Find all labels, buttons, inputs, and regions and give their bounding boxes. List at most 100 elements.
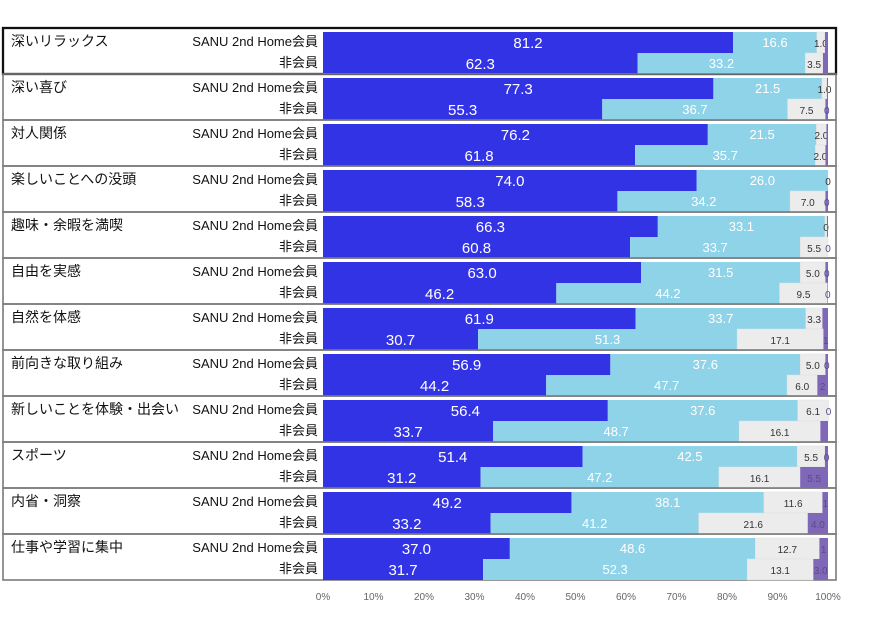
bar-segment — [635, 308, 806, 329]
bar-segment — [323, 559, 484, 580]
bar-segment — [635, 145, 816, 166]
bar-segment — [822, 53, 828, 74]
bar-segment — [323, 354, 611, 375]
data-label: 5.5 — [807, 474, 821, 485]
bar-segment — [323, 32, 734, 53]
data-label: 2.0 — [813, 152, 827, 163]
bar-segment — [820, 421, 828, 442]
bar-segment — [825, 191, 828, 212]
row-label: SANU 2nd Home会員 — [192, 172, 318, 187]
x-tick-label: 90% — [767, 592, 787, 603]
data-label: 31.7 — [388, 562, 417, 579]
data-label: 1 — [822, 499, 828, 510]
data-label: 42.5 — [677, 449, 702, 464]
data-label: 34.2 — [691, 194, 716, 209]
data-label: 31.5 — [708, 265, 733, 280]
row-label: 非会員 — [279, 377, 318, 392]
bar-segment — [480, 467, 719, 488]
bar-segment — [825, 354, 828, 375]
bar-segment — [323, 421, 494, 442]
category-label: 深い喜び — [11, 79, 67, 95]
bar-segment — [823, 329, 828, 350]
row-label: 非会員 — [279, 423, 318, 438]
row-label: 非会員 — [279, 193, 318, 208]
bar-segment — [824, 32, 828, 53]
bar-segment — [323, 513, 491, 534]
data-label: 16.6 — [762, 35, 787, 50]
data-label: 1 — [821, 545, 827, 556]
bar-segment — [733, 32, 817, 53]
bar-segment — [323, 446, 583, 467]
bar-segment — [571, 492, 764, 513]
bar-segment — [323, 124, 708, 145]
row-label: 非会員 — [279, 561, 318, 576]
bar-segment — [323, 216, 658, 237]
row-label: SANU 2nd Home会員 — [192, 448, 318, 463]
bar-segment — [826, 216, 828, 237]
bar-segment — [323, 329, 479, 350]
bar-segment — [826, 78, 828, 99]
bar-segment — [826, 124, 828, 145]
data-label: 61.8 — [464, 148, 493, 165]
data-label: 26.0 — [750, 173, 775, 188]
bar-segment — [323, 283, 557, 304]
bar-segment — [323, 262, 642, 283]
bar-segment — [610, 354, 801, 375]
data-label: 51.4 — [438, 449, 467, 466]
bar-segment — [509, 538, 756, 559]
bar-segment — [323, 145, 636, 166]
data-label: 49.2 — [433, 495, 462, 512]
bar-segment — [323, 375, 547, 396]
bar-segment — [323, 538, 510, 559]
bar-segment — [323, 78, 714, 99]
data-label: 0 — [826, 407, 832, 418]
data-label: 35.7 — [713, 148, 738, 163]
data-label: 13.1 — [771, 566, 791, 577]
row-label: 非会員 — [279, 147, 318, 162]
data-label: 21.6 — [744, 520, 764, 531]
bar-segment — [602, 99, 788, 120]
data-label: 7.0 — [801, 198, 815, 209]
data-label: 33.1 — [729, 219, 754, 234]
x-tick-label: 30% — [464, 592, 484, 603]
data-label: 52.3 — [602, 562, 627, 577]
bar-segment — [657, 216, 825, 237]
row-label: SANU 2nd Home会員 — [192, 126, 318, 141]
bar-segment — [323, 170, 697, 191]
x-tick-label: 100% — [815, 592, 841, 603]
row-label: SANU 2nd Home会員 — [192, 494, 318, 509]
data-label: 58.3 — [456, 194, 485, 211]
data-label: 3.5 — [807, 60, 821, 71]
category-label: 楽しいことへの没頭 — [11, 171, 136, 187]
data-label: 41.2 — [582, 516, 607, 531]
data-label: 51.3 — [595, 332, 620, 347]
category-label: 深いリラックス — [11, 33, 109, 49]
category-label: 対人関係 — [11, 125, 67, 141]
category-label: 趣味・余暇を満喫 — [11, 217, 123, 233]
data-label: 2 — [820, 382, 826, 393]
data-label: 62.3 — [466, 56, 495, 73]
bar-segment — [824, 446, 828, 467]
row-label: 非会員 — [279, 239, 318, 254]
bar-segment — [490, 513, 699, 534]
data-label: 0 — [824, 106, 830, 117]
bar-segment — [696, 170, 828, 191]
row-label: SANU 2nd Home会員 — [192, 310, 318, 325]
data-label: 0 — [825, 244, 831, 255]
data-label: 46.2 — [425, 286, 454, 303]
data-label: 33.7 — [393, 424, 422, 441]
bar-segment — [493, 421, 740, 442]
x-tick-label: 70% — [666, 592, 686, 603]
data-label: 33.7 — [702, 240, 727, 255]
bar-segment — [582, 446, 798, 467]
bar-segment — [478, 329, 738, 350]
data-label: 56.9 — [452, 357, 481, 374]
bar-segment — [323, 400, 608, 421]
row-label: SANU 2nd Home会員 — [192, 356, 318, 371]
bar-segment — [483, 559, 748, 580]
data-label: 1.0 — [818, 85, 832, 96]
data-label: 0 — [823, 223, 829, 234]
data-label: 33.2 — [392, 516, 421, 533]
data-label: 5.0 — [806, 361, 820, 372]
